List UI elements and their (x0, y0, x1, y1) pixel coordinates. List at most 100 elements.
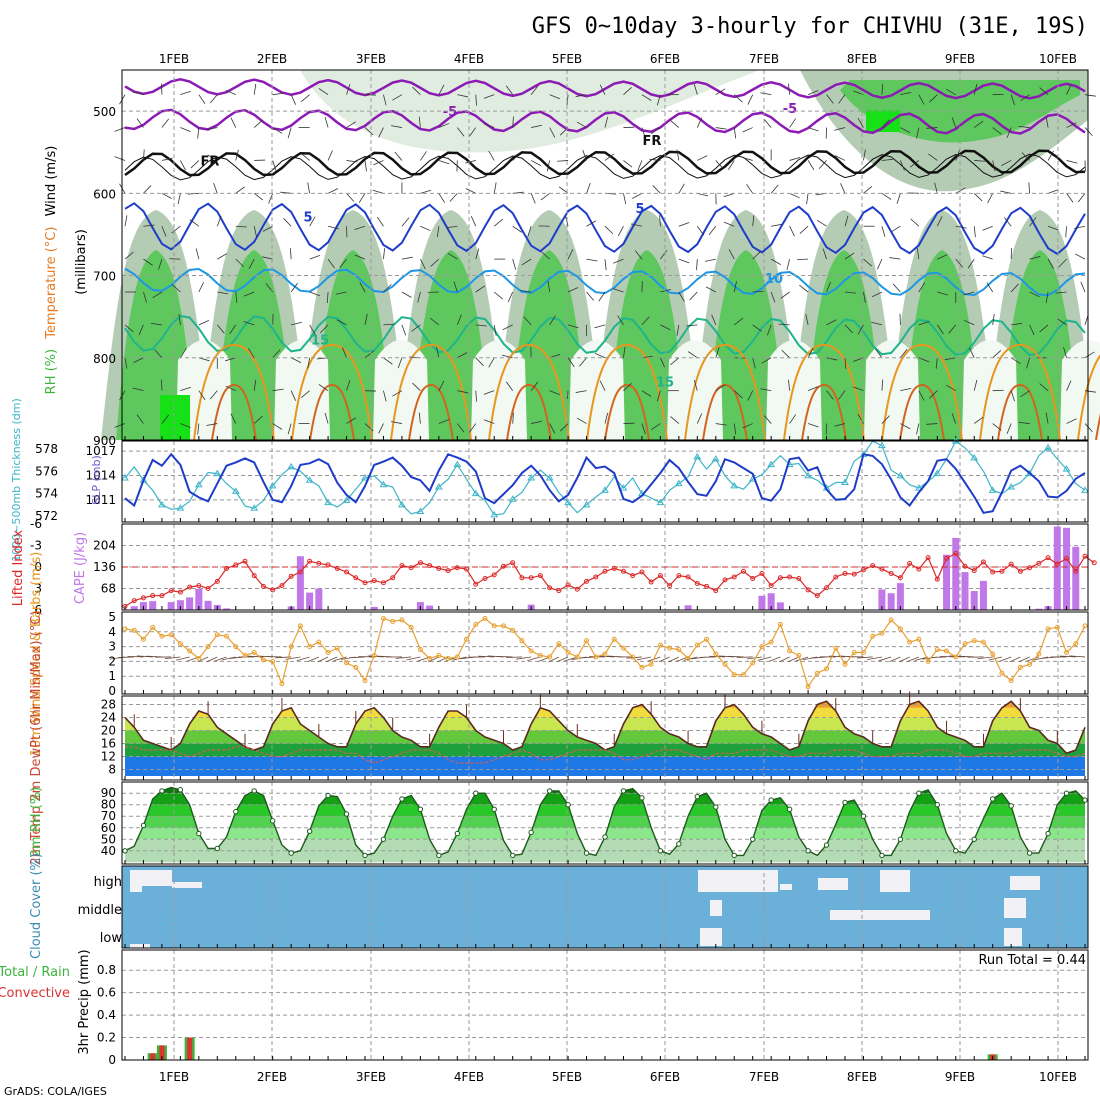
wind-barb (711, 314, 717, 326)
wind-barb (696, 413, 703, 424)
rh-band-dry (471, 340, 527, 440)
date-label-top: 9FEB (945, 52, 975, 66)
isotherm-label: 5 (635, 202, 644, 217)
wind-barb (871, 291, 883, 298)
wind-barb (190, 160, 200, 169)
wind-barb (946, 384, 956, 392)
wind-tick: 1 (108, 669, 116, 683)
rh-band (125, 787, 1085, 794)
wind-speed-point (962, 641, 968, 647)
wind-barb (505, 85, 514, 95)
rh-point (953, 848, 959, 854)
lifted-index-point (445, 568, 451, 574)
wind-speed-point (279, 681, 285, 687)
wind-barb (768, 656, 781, 662)
lifted-index-point (131, 598, 137, 604)
wind-barb (468, 423, 477, 433)
wind-barb (935, 357, 938, 369)
wind-speed-point (445, 655, 451, 661)
wind-barb (742, 423, 753, 429)
wind-barb (780, 291, 790, 299)
wind-barb (512, 412, 514, 424)
isotherm-label: 15 (656, 376, 674, 391)
wind-barb (1066, 84, 1072, 95)
wind-barb (161, 157, 173, 161)
cape-bar (758, 595, 766, 610)
wind-speed-point (1036, 651, 1042, 657)
wind-barb (881, 83, 884, 95)
rh-label: RH (%) (44, 349, 59, 394)
cape-bar (952, 537, 960, 610)
wind-barb (401, 217, 410, 227)
wind-speed-point (307, 644, 313, 650)
wind-barb (207, 154, 218, 161)
lifted-index-point (334, 565, 340, 571)
wind-barb (143, 224, 155, 227)
thickness-point (711, 455, 720, 462)
wind-barb (401, 256, 413, 260)
cloud-cover-label: Cloud Cover (%) (29, 853, 44, 959)
wind-barb (826, 319, 837, 326)
rh-point (694, 793, 701, 800)
wind-barb (401, 291, 412, 298)
wind-barb (789, 226, 795, 237)
wind-barb (457, 352, 468, 359)
wind-speed-point (187, 648, 193, 654)
wind-barb (617, 226, 624, 237)
wind-barb (364, 160, 367, 172)
wind-barb (807, 386, 819, 392)
wind-barb (546, 160, 551, 172)
wind-barb (1020, 390, 1030, 398)
wind-speed-point (1045, 626, 1051, 632)
wind-speed-point (768, 639, 774, 645)
wind-barb (1084, 351, 1095, 359)
wind-barb (974, 160, 986, 162)
cape-bar (878, 589, 886, 610)
wind-barb (289, 248, 292, 260)
wind-barb (235, 186, 245, 194)
wind-barb (875, 348, 883, 359)
wind-barb (1066, 418, 1077, 424)
wind-barb (1066, 380, 1072, 391)
lifted-index-label: Lifted Index (11, 529, 26, 606)
wind-barb (986, 282, 994, 293)
wind-barb (197, 656, 209, 663)
wind-barb (723, 192, 735, 198)
wind-barb (446, 225, 458, 229)
wind-barb (438, 160, 450, 165)
wind-speed-point (270, 658, 276, 664)
wind-barb (1066, 193, 1074, 203)
wind-barb (686, 324, 698, 327)
thickness-point (656, 498, 665, 506)
wind-speed-point (990, 651, 996, 657)
wind-barb (733, 317, 744, 326)
rh-point (288, 850, 294, 856)
wind-speed-point (934, 647, 940, 653)
rh-point (1008, 803, 1014, 809)
wind-speed-point (140, 636, 146, 642)
lifted-index-point (759, 570, 765, 576)
wind-barb (530, 193, 536, 204)
wind-barb (327, 258, 335, 269)
wind-speed-point (731, 672, 737, 678)
lifted-index-point (251, 573, 257, 579)
rh-point (177, 787, 184, 793)
wind-barb (715, 160, 724, 169)
wind-barb (283, 218, 292, 227)
wind-barb (788, 83, 791, 95)
wind-speed-point (740, 672, 746, 678)
wind-barb (992, 350, 1002, 359)
wind-barb (857, 117, 864, 128)
wind-speed-point (888, 617, 894, 623)
wind-barb (180, 160, 186, 171)
wind-speed-point (870, 633, 876, 639)
wind-barb (456, 314, 462, 326)
lifted-index-point (556, 588, 562, 594)
wind-barb (567, 357, 575, 368)
wind-barb (856, 656, 873, 659)
wind-barb (818, 160, 827, 169)
wind-barb (406, 656, 421, 661)
upper-air-labels: RH (%) Temperature (°C) Wind (m/s) (mill… (44, 146, 89, 395)
wind-speed-point (399, 617, 405, 623)
